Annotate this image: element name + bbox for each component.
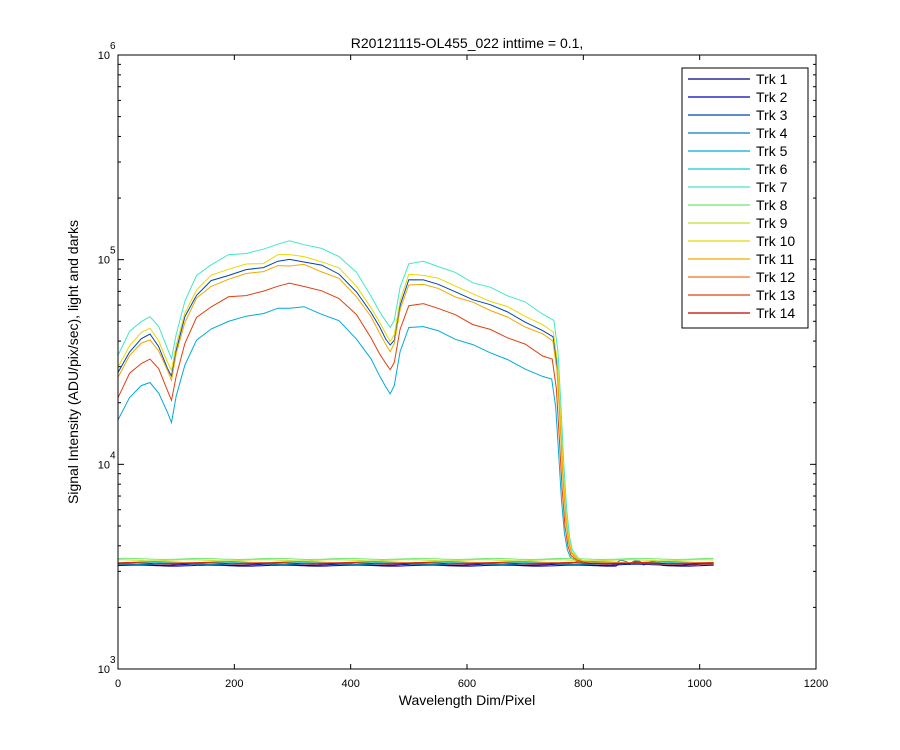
series-line-trk-5 [117, 306, 714, 565]
legend-label: Trk 12 [756, 269, 795, 285]
x-tick-label: 1000 [687, 678, 711, 690]
legend-label: Trk 6 [756, 161, 788, 177]
legend-label: Trk 9 [756, 215, 788, 231]
y-tick-label-base: 10 [98, 664, 110, 676]
series-lines [117, 240, 714, 567]
legend-label: Trk 3 [756, 107, 788, 123]
series-line-trk-10 [117, 254, 714, 565]
series-line-trk-14 [117, 562, 714, 565]
y-tick-label-base: 10 [98, 50, 110, 62]
x-tick-label: 800 [574, 678, 592, 690]
x-tick-label: 600 [458, 678, 476, 690]
legend-label: Trk 7 [756, 179, 788, 195]
legend-label: Trk 5 [756, 143, 788, 159]
legend-box [681, 67, 809, 329]
y-tick-label-base: 10 [98, 255, 110, 267]
series-line-trk-13 [117, 282, 714, 565]
x-axis-label: Wavelength Dim/Pixel [399, 692, 535, 708]
y-tick-label-exponent: 6 [110, 41, 116, 52]
legend-label: Trk 11 [756, 251, 794, 267]
series-line-trk-11 [117, 263, 714, 565]
x-tick-label: 1200 [804, 678, 828, 690]
legend-label: Trk 1 [756, 71, 788, 87]
y-tick-label-exponent: 4 [110, 450, 116, 461]
y-tick-label-exponent: 3 [110, 655, 116, 666]
legend-label: Trk 2 [756, 89, 788, 105]
legend-label: Trk 14 [756, 305, 795, 321]
series-line-trk-7 [117, 240, 714, 565]
legend-label: Trk 13 [756, 287, 795, 303]
legend: Trk 1 Trk 2 Trk 3 Trk 4 Trk 5 Trk 6 Trk 7 Trk 8… [681, 67, 809, 329]
legend-label: Trk 8 [756, 197, 788, 213]
y-tick-label-base: 10 [98, 459, 110, 471]
chart-title: R20121115-OL455_022 inttime = 0.1, [351, 35, 584, 51]
legend-label: Trk 10 [756, 233, 795, 249]
x-tick-label: 200 [225, 678, 243, 690]
series-line-trk-9 [117, 559, 714, 562]
y-axis-label: Signal Intensity (ADU/pix/sec), light an… [65, 220, 81, 504]
x-tick-label: 0 [115, 678, 121, 690]
x-tick-label: 400 [341, 678, 359, 690]
y-tick-label-exponent: 5 [110, 246, 116, 257]
series-line-trk-8 [117, 557, 714, 561]
plot-frame [117, 54, 817, 670]
legend-label: Trk 4 [756, 125, 788, 141]
